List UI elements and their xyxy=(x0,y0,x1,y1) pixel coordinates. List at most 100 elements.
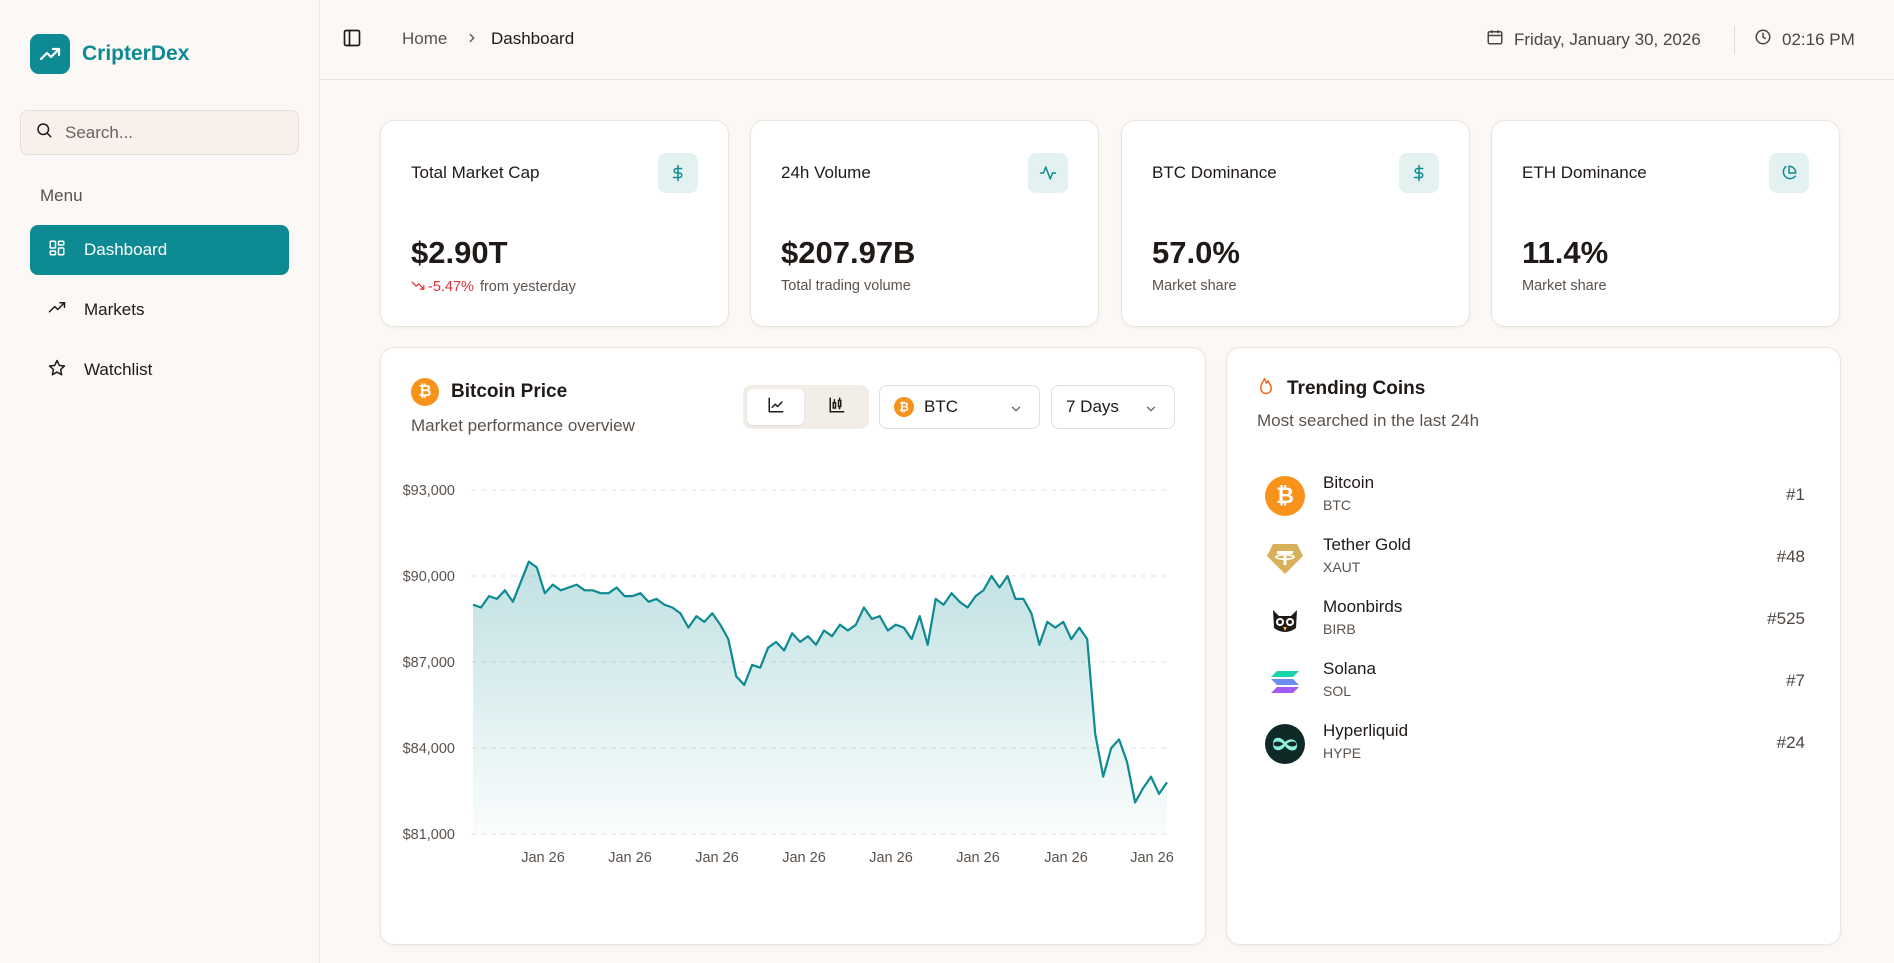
sidebar-item-markets[interactable]: Markets xyxy=(30,285,289,335)
y-tick-label: $81,000 xyxy=(403,827,455,843)
stat-change: -5.47% from yesterday xyxy=(411,278,576,296)
flame-icon xyxy=(1257,376,1275,401)
stat-sub: Market share xyxy=(1152,278,1237,294)
sidebar: CripterDex Menu Dashboard Markets Watchl… xyxy=(0,0,320,963)
moonbirds-icon xyxy=(1265,600,1305,640)
sidebar-item-label: Watchlist xyxy=(84,360,153,379)
sidebar-item-dashboard[interactable]: Dashboard xyxy=(30,225,289,275)
price-area xyxy=(473,561,1167,834)
time-text: 02:16 PM xyxy=(1782,29,1855,49)
sidebar-item-watchlist[interactable]: Watchlist xyxy=(30,345,289,395)
price-chart-card: ₿ Bitcoin Price Market performance overv… xyxy=(380,347,1206,945)
stat-value: 57.0% xyxy=(1152,235,1240,270)
search-icon xyxy=(35,121,53,144)
trending-up-icon xyxy=(48,299,66,322)
candlestick-chart-button[interactable] xyxy=(808,389,865,425)
dollar-icon xyxy=(658,153,698,193)
trending-subtitle: Most searched in the last 24h xyxy=(1257,411,1480,430)
header-time: 02:16 PM xyxy=(1754,28,1855,51)
stat-sub: Market share xyxy=(1522,278,1607,294)
stat-sub: Total trading volume xyxy=(781,278,911,294)
trending-down-icon xyxy=(411,278,425,296)
coin-select[interactable]: ₿ BTC xyxy=(879,385,1040,429)
tether-gold-icon xyxy=(1265,538,1305,578)
change-label: from yesterday xyxy=(479,279,576,295)
coin-rank: #48 xyxy=(1776,547,1805,566)
search-input[interactable] xyxy=(65,122,275,143)
date-text: Friday, January 30, 2026 xyxy=(1514,29,1701,49)
stat-value: $2.90T xyxy=(411,235,508,270)
coin-symbol: HYPE xyxy=(1323,745,1362,761)
sidebar-item-label: Dashboard xyxy=(84,240,168,259)
breadcrumb-home[interactable]: Home xyxy=(402,29,448,48)
x-tick-label: Jan 26 xyxy=(1044,850,1088,866)
sidebar-item-label: Markets xyxy=(84,300,145,319)
calendar-icon xyxy=(1486,28,1504,51)
coin-name: Solana xyxy=(1323,659,1376,678)
stat-card-btc-dominance: BTC Dominance 57.0% Market share xyxy=(1121,120,1470,327)
x-tick-label: Jan 26 xyxy=(521,850,565,866)
chevron-down-icon xyxy=(1144,401,1158,421)
chart-type-toggle xyxy=(743,385,869,429)
x-tick-label: Jan 26 xyxy=(695,850,739,866)
activity-icon xyxy=(1028,153,1068,193)
line-chart-button[interactable] xyxy=(747,389,804,425)
trending-item-moonbirds[interactable]: Moonbirds BIRB #525 xyxy=(1265,593,1805,645)
coin-symbol: XAUT xyxy=(1323,559,1361,575)
price-line xyxy=(472,560,1168,804)
search-box[interactable] xyxy=(20,110,299,155)
trending-item-solana[interactable]: Solana SOL #7 xyxy=(1265,655,1805,707)
dashboard-icon xyxy=(48,239,66,262)
coin-symbol: BTC xyxy=(1323,497,1351,513)
stat-value: $207.97B xyxy=(781,235,916,270)
sidebar-toggle-icon[interactable] xyxy=(342,28,364,50)
range-select[interactable]: 7 Days xyxy=(1051,385,1175,429)
header-date: Friday, January 30, 2026 xyxy=(1486,28,1701,51)
pie-chart-icon xyxy=(1769,153,1809,193)
dollar-icon xyxy=(1399,153,1439,193)
chevron-right-icon xyxy=(465,30,479,50)
stat-title: ETH Dominance xyxy=(1522,163,1647,182)
trending-up-logo-icon xyxy=(30,34,70,74)
trending-title: Trending Coins xyxy=(1287,377,1426,399)
divider xyxy=(1734,26,1735,54)
x-tick-label: Jan 26 xyxy=(782,850,826,866)
y-tick-label: $90,000 xyxy=(403,569,455,585)
stat-title: Total Market Cap xyxy=(411,163,540,182)
stat-card-market-cap: Total Market Cap $2.90T -5.47% from yest… xyxy=(380,120,729,327)
brand[interactable]: CripterDex xyxy=(30,34,189,74)
x-tick-label: Jan 26 xyxy=(869,850,913,866)
coin-name: Moonbirds xyxy=(1323,597,1403,616)
top-bar: Home Dashboard Friday, January 30, 2026 … xyxy=(320,0,1894,80)
trending-item-hyperliquid[interactable]: Hyperliquid HYPE #24 xyxy=(1265,717,1805,769)
coin-symbol: BIRB xyxy=(1323,621,1356,637)
stat-title: BTC Dominance xyxy=(1152,163,1277,182)
x-tick-label: Jan 26 xyxy=(1130,850,1174,866)
trending-item-bitcoin[interactable]: ₿ Bitcoin BTC #1 xyxy=(1265,469,1805,521)
coin-select-value: BTC xyxy=(924,397,958,416)
stat-value: 11.4% xyxy=(1522,235,1609,270)
stat-card-eth-dominance: ETH Dominance 11.4% Market share xyxy=(1491,120,1840,327)
x-tick-label: Jan 26 xyxy=(956,850,1000,866)
breadcrumb-current: Dashboard xyxy=(491,29,575,48)
stat-card-volume: 24h Volume $207.97B Total trading volume xyxy=(750,120,1099,327)
solana-icon xyxy=(1265,662,1305,702)
price-chart: $93,000 $90,000 $87,000 $84,000 $81,000 Jan … xyxy=(403,483,1174,866)
bitcoin-icon: ₿ xyxy=(411,378,439,406)
trending-coins-card: Trending Coins Most searched in the last… xyxy=(1226,347,1841,945)
coin-rank: #525 xyxy=(1767,609,1805,628)
x-tick-label: Jan 26 xyxy=(608,850,652,866)
app-name: CripterDex xyxy=(82,42,190,65)
chevron-down-icon xyxy=(1009,401,1023,421)
coin-rank: #1 xyxy=(1786,485,1805,504)
candlestick-chart-icon xyxy=(828,396,846,419)
y-tick-label: $93,000 xyxy=(403,483,455,499)
range-select-value: 7 Days xyxy=(1066,397,1119,416)
bitcoin-icon: ₿ xyxy=(894,397,914,417)
line-chart-icon xyxy=(767,396,785,419)
bitcoin-icon: ₿ xyxy=(1265,476,1305,516)
coin-name: Hyperliquid xyxy=(1323,721,1409,740)
coin-rank: #7 xyxy=(1786,671,1805,690)
trending-item-tether-gold[interactable]: Tether Gold XAUT #48 xyxy=(1265,531,1805,583)
coin-name: Tether Gold xyxy=(1323,535,1411,554)
